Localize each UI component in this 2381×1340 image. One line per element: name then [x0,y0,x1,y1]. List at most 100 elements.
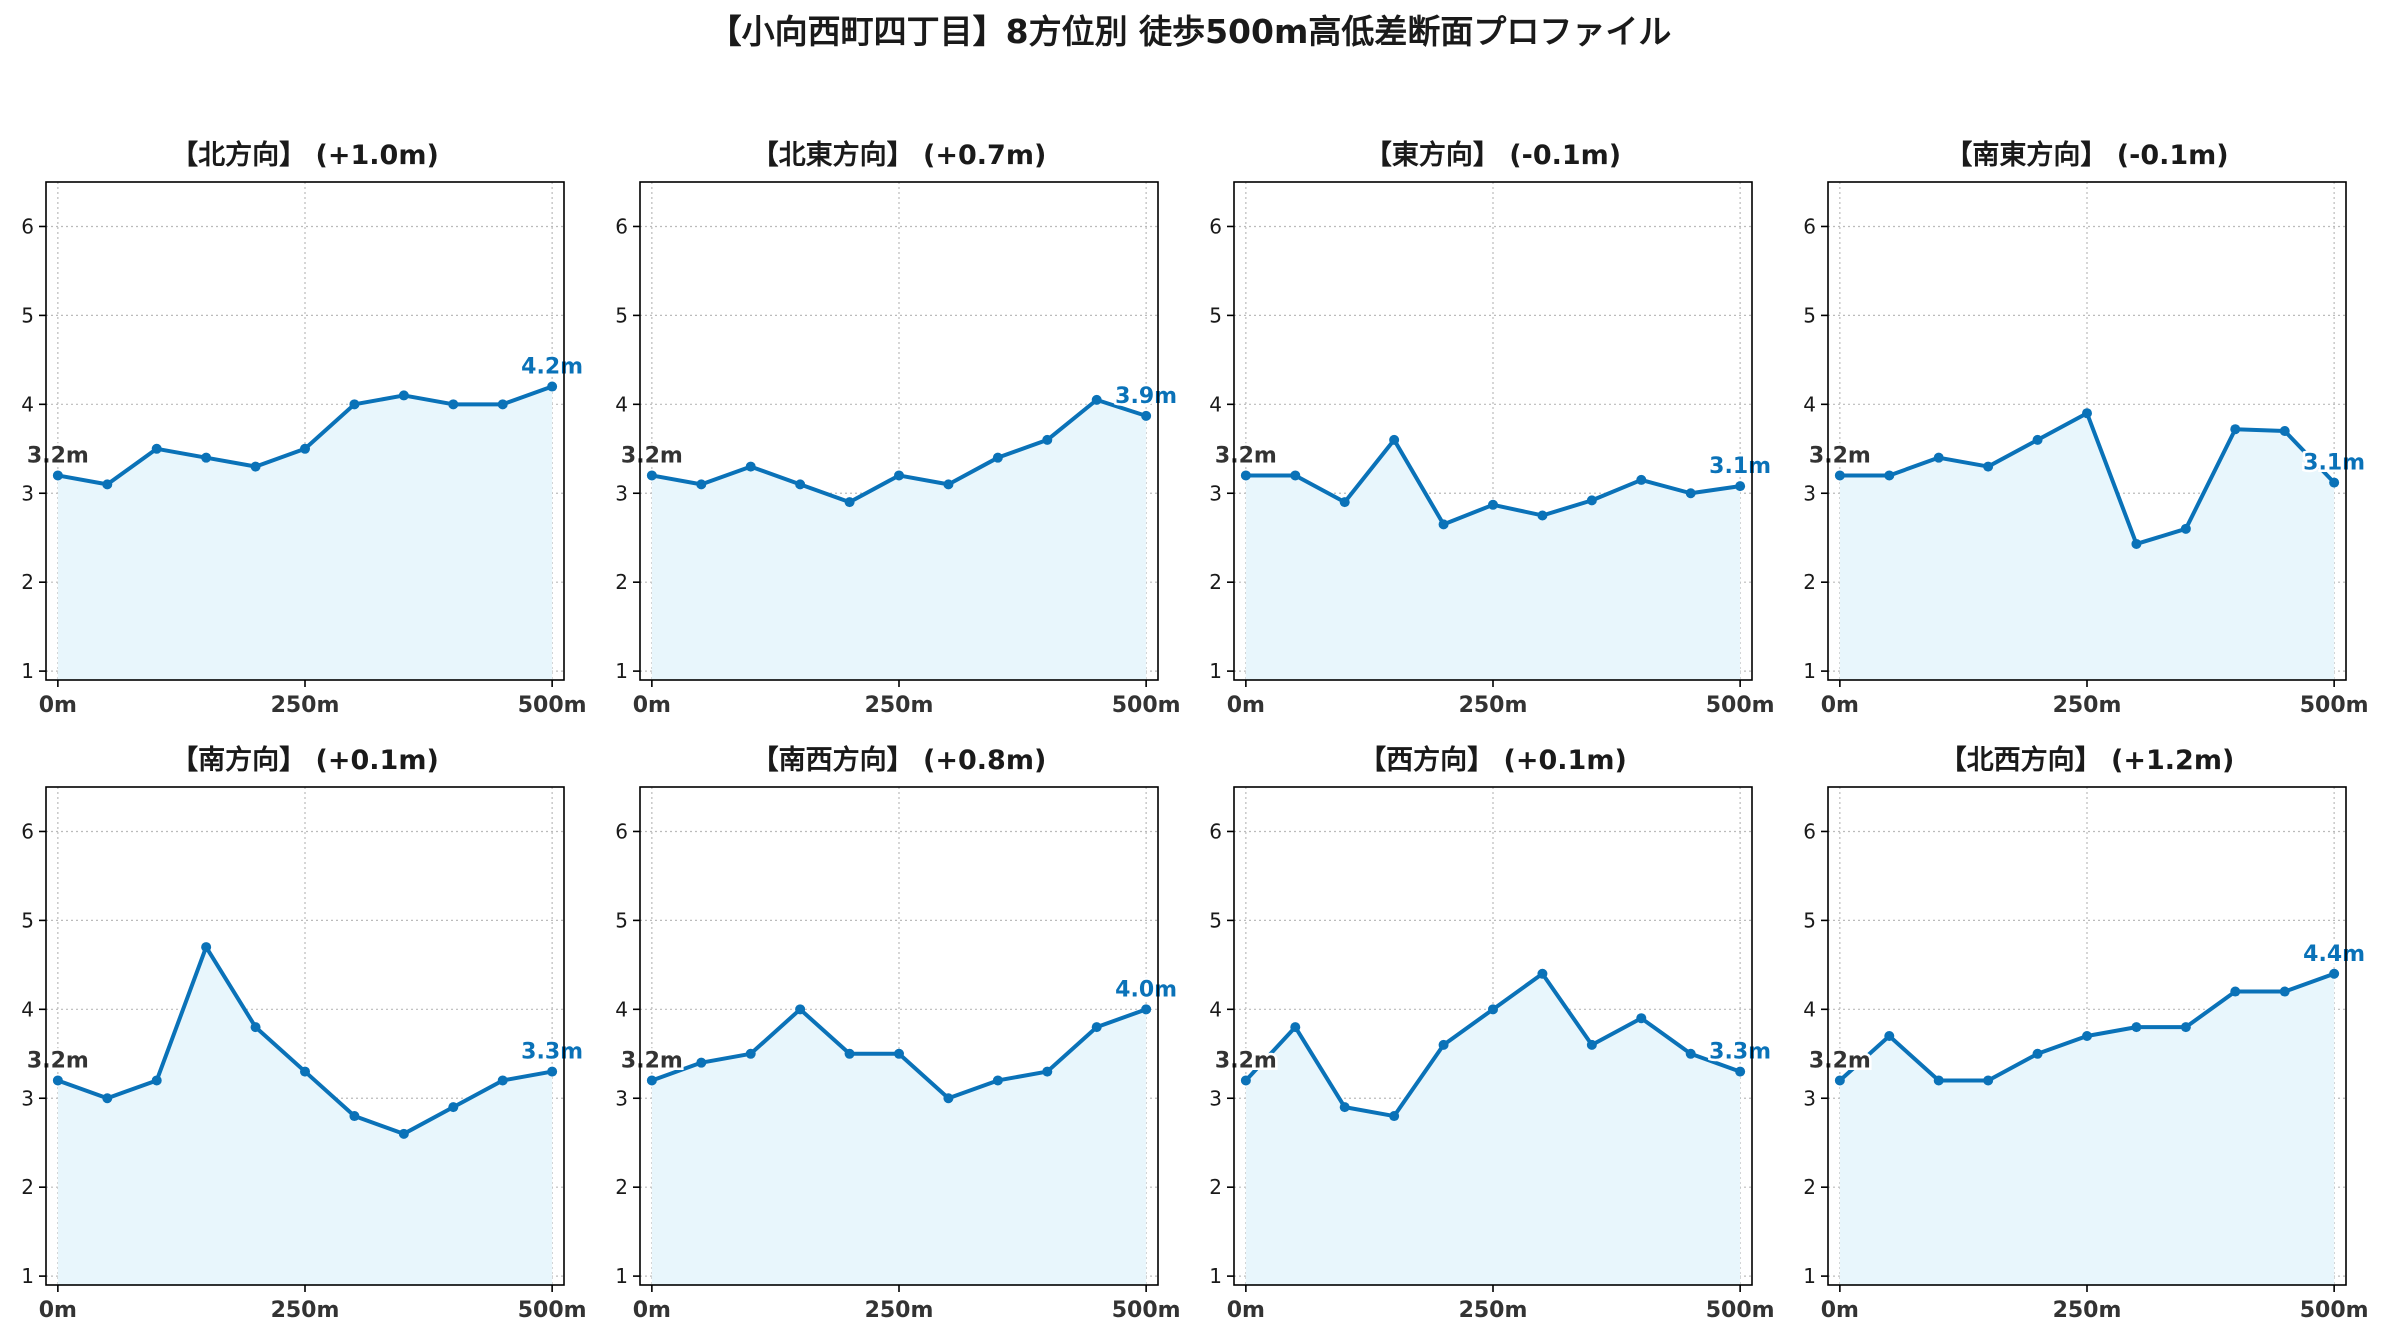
y-tick-label: 6 [1803,214,1816,238]
data-point [1537,968,1548,979]
panel-title: 【南方向】 (+0.1m) [171,744,439,776]
y-tick-label: 1 [21,1264,34,1288]
data-point [1389,1111,1400,1122]
data-point [1685,1048,1696,1059]
data-point [547,381,558,392]
start-elevation-label: 3.2m [27,443,89,468]
chart-panel-7: 【西方向】 (+0.1m) 3.2m 3.3m 1 2 3 4 5 6 0m 250m 500m [1209,744,1774,1323]
y-tick-label: 2 [615,570,628,594]
x-tick-label: 250m [2053,1298,2122,1323]
data-point [1290,470,1301,481]
x-tick-label: 0m [1821,693,1859,718]
data-point [2032,1048,2043,1059]
data-point [1884,1031,1895,1041]
y-tick-label: 5 [615,908,628,932]
data-point [151,443,162,454]
y-tick-label: 4 [615,997,628,1021]
y-tick-label: 5 [1803,303,1816,327]
x-tick-label: 0m [39,1298,77,1323]
x-tick-label: 250m [865,693,934,718]
data-point [992,1075,1003,1086]
elevation-area [1245,439,1741,680]
y-tick-label: 6 [615,819,628,843]
elevation-area [651,1009,1147,1285]
y-tick-label: 2 [1209,570,1222,594]
data-point [497,1075,508,1086]
start-elevation-label: 3.2m [27,1048,89,1073]
x-tick-label: 500m [2300,1298,2369,1323]
data-point [1389,434,1400,445]
data-point [448,1102,459,1113]
data-point [1438,519,1449,530]
y-tick-label: 1 [615,1264,628,1288]
data-point [1933,452,1944,463]
data-point [497,399,508,410]
start-elevation-label: 3.2m [1809,1048,1871,1073]
y-tick-label: 3 [1803,1086,1816,1110]
data-point [250,461,261,472]
panel-title: 【南西方向】 (+0.8m) [752,744,1047,776]
y-tick-label: 1 [21,659,34,683]
y-tick-label: 5 [21,908,34,932]
data-point [250,1022,261,1033]
end-elevation-label: 3.9m [1115,384,1177,409]
chart-panel-2: 【北東方向】 (+0.7m) 3.2m 3.9m 1 2 3 4 5 6 0m 250m 500m [615,139,1180,718]
y-tick-label: 2 [1803,570,1816,594]
data-point [2279,426,2290,436]
y-tick-label: 2 [1803,1175,1816,1199]
data-point [1983,1075,1994,1086]
data-point [2180,1022,2191,1033]
chart-panel-8: 【北西方向】 (+1.2m) 3.2m 4.4m 1 2 3 4 5 6 0m 250m 500m [1803,744,2368,1323]
data-point [448,399,459,410]
data-point [300,443,310,454]
y-tick-label: 3 [1209,1086,1222,1110]
figure-title: 【小向西町四丁目】8方位別 徒歩500m高低差断面プロファイル [709,12,1672,51]
x-tick-label: 0m [633,693,671,718]
data-point [1834,1075,1845,1086]
data-point [1438,1039,1449,1050]
data-point [2082,1031,2092,1041]
elevation-area [1839,973,2335,1285]
x-tick-label: 500m [518,693,587,718]
end-elevation-label: 3.3m [521,1040,583,1065]
data-point [102,1093,113,1104]
y-tick-label: 5 [21,303,34,327]
data-point [894,470,904,481]
data-point [1636,474,1647,485]
end-elevation-label: 3.1m [2303,451,2365,476]
y-tick-label: 3 [1803,481,1816,505]
data-point [696,479,707,490]
elevation-area [57,947,553,1285]
y-tick-label: 2 [1209,1175,1222,1199]
data-point [795,1004,806,1015]
data-point [1141,1004,1152,1015]
y-tick-label: 4 [21,997,34,1021]
data-point [745,461,756,472]
data-point [2329,477,2340,488]
data-point [992,452,1003,463]
x-tick-label: 0m [1227,693,1265,718]
elevation-area [1839,413,2335,680]
y-tick-label: 4 [1209,997,1222,1021]
y-tick-label: 4 [615,392,628,416]
data-point [1339,1102,1350,1113]
data-point [894,1048,904,1059]
y-tick-label: 5 [1209,303,1222,327]
chart-panel-6: 【南西方向】 (+0.8m) 3.2m 4.0m 1 2 3 4 5 6 0m 250m 500m [615,744,1180,1323]
data-point [1240,1075,1251,1086]
data-point [745,1048,756,1059]
data-point [2180,523,2191,534]
start-elevation-label: 3.2m [621,443,683,468]
data-point [1042,1066,1053,1077]
data-point [844,497,855,508]
data-point [1983,461,1994,472]
y-tick-label: 6 [1209,819,1222,843]
chart-panel-3: 【東方向】 (-0.1m) 3.2m 3.1m 1 2 3 4 5 6 0m 250m 500m [1209,139,1774,718]
y-tick-label: 5 [1803,908,1816,932]
data-point [2230,424,2241,435]
y-tick-label: 4 [1803,392,1816,416]
x-tick-label: 500m [1112,693,1181,718]
data-point [844,1048,855,1059]
x-tick-label: 250m [1459,693,1528,718]
x-tick-label: 500m [1706,1298,1775,1323]
